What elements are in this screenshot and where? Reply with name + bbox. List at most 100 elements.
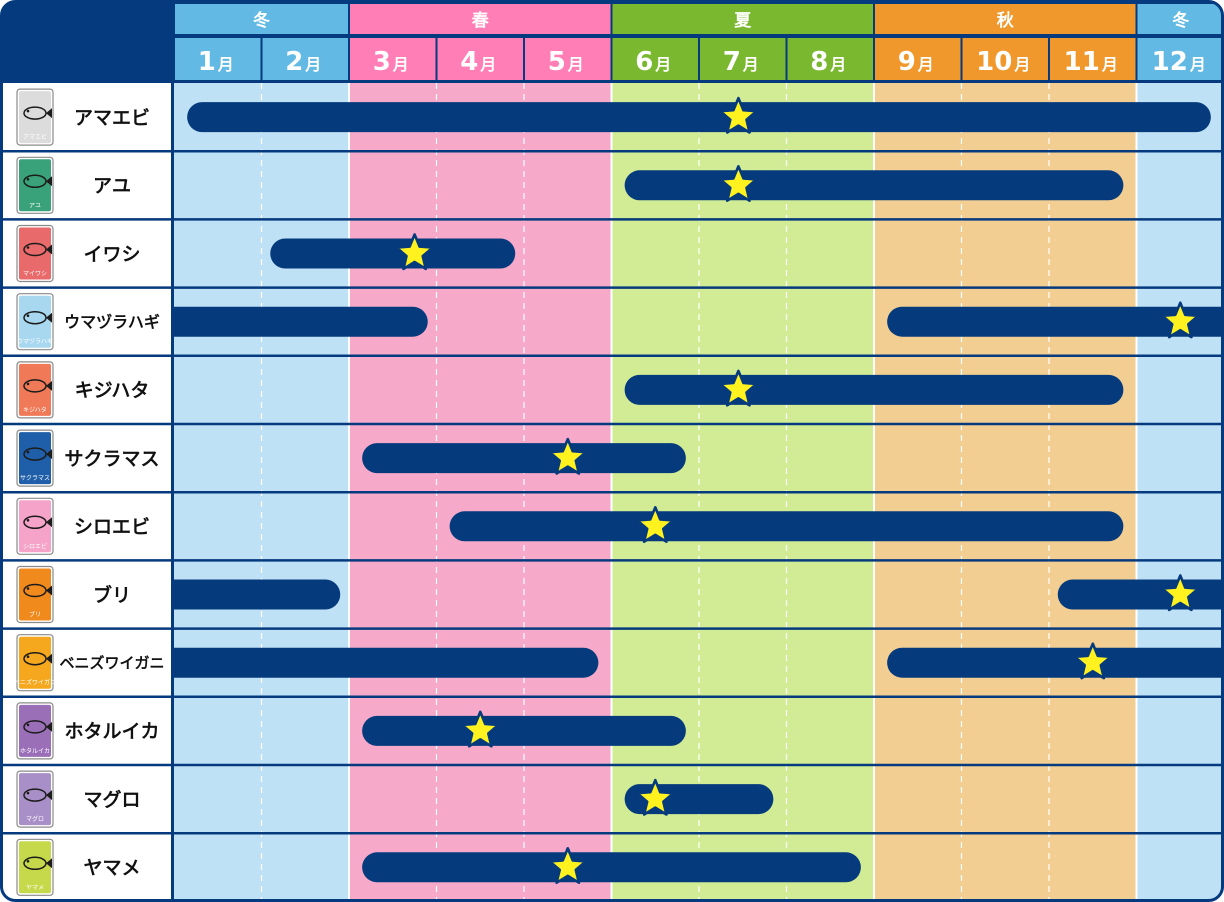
icon-eye: [26, 519, 30, 522]
fish-name-3: ウマヅラハギ: [64, 312, 160, 331]
icon-eye: [26, 587, 30, 590]
peak-star-3: [1160, 301, 1200, 339]
month-label-10: 10 月: [976, 47, 1030, 77]
icon-caption: サクラマス: [20, 475, 50, 482]
white-shrimp-icon: シロエビ: [16, 497, 54, 555]
season-label-3: 秋: [997, 10, 1015, 31]
month-number: 12: [1152, 47, 1188, 77]
icon-caption: マイワシ: [23, 271, 47, 278]
month-header-5: [525, 38, 611, 80]
cherry-salmon-icon: サクラマス: [16, 429, 54, 487]
fish-name-6: シロエビ: [74, 516, 150, 538]
fish-name-4: キジハタ: [75, 380, 150, 402]
season-bar-4-0: [624, 374, 1124, 405]
month-header-12: [1137, 38, 1222, 80]
sardine-icon: マイワシ: [16, 224, 54, 283]
month-label-11: 11 月: [1064, 47, 1118, 77]
month-unit: 月: [1101, 55, 1118, 74]
month-unit: 月: [654, 55, 671, 74]
icon-tail: [46, 176, 52, 187]
filefish-icon: ウマヅラハギ: [16, 293, 54, 351]
icon-eye: [26, 246, 30, 249]
season-bar-0-0: [187, 102, 1211, 133]
fish-name-0: アマエビ: [74, 107, 150, 129]
icon-caption: アユ: [29, 202, 41, 209]
peak-star-7: [1160, 574, 1200, 612]
month-unit: 月: [304, 55, 321, 74]
season-bar-2-0: [270, 238, 516, 269]
month-header-2: [262, 38, 348, 80]
peak-star-1: [718, 165, 758, 202]
season-header-1: [350, 4, 611, 34]
season-label-2: 夏: [734, 11, 752, 31]
icon-tail: [46, 653, 52, 664]
season-bar-9-0: [362, 715, 686, 746]
icon-eye: [26, 860, 30, 863]
month-number: 8: [810, 47, 828, 77]
peak-star-6: [635, 505, 675, 544]
peak-star-4: [718, 369, 758, 407]
sweetfish-icon: アユ: [16, 156, 54, 214]
icon-background: [19, 227, 51, 280]
month-number: 7: [723, 47, 741, 77]
header: 冬春夏秋冬1 月 2 月 3 月 4 月 5 月 6 月 7 月 8 月 9 月 10 月 11 月 12 月: [175, 4, 1222, 80]
icon-background: [19, 636, 51, 689]
season-header-2: [612, 4, 873, 34]
firefly-squid-icon: ホタルイカ: [16, 702, 54, 760]
season-bar-3-0: [174, 306, 428, 337]
month-unit: 月: [567, 55, 584, 74]
icon-eye: [26, 791, 30, 795]
month-unit: 月: [1189, 55, 1206, 74]
icon-tail: [46, 244, 52, 255]
month-header-4: [437, 38, 523, 80]
icon-caption: キジハタ: [23, 406, 47, 414]
month-header-8: [787, 38, 873, 80]
peak-star-8: [1073, 642, 1113, 680]
icon-eye: [26, 382, 30, 386]
season-header-0: [175, 4, 348, 34]
fish-name-7: ブリ: [93, 583, 131, 606]
season-label-4: 冬: [1172, 10, 1189, 31]
row-separators: [2, 149, 1222, 835]
season-label-1: 春: [472, 10, 489, 31]
peak-star-10: [635, 778, 675, 816]
masu-trout-icon: ヤマメ: [16, 838, 54, 896]
shrimp-icon: アマエビ: [16, 88, 54, 146]
month-unit: 月: [917, 55, 934, 74]
icon-eye: [26, 178, 30, 181]
icon-tail: [46, 449, 52, 460]
season-header-4: [1137, 4, 1222, 34]
icon-background: [19, 500, 51, 553]
month-header-6: [612, 38, 698, 80]
icon-background: [19, 432, 51, 485]
season-label-0: 冬: [253, 10, 270, 31]
yellowtail-icon: ブリ: [16, 565, 54, 624]
icon-tail: [46, 312, 52, 323]
peak-star-9: [460, 710, 500, 748]
month-unit: 月: [479, 55, 496, 74]
icon-eye: [26, 109, 30, 113]
month-number: 3: [373, 47, 391, 77]
month-number: 6: [635, 47, 653, 77]
icon-caption: ヤマメ: [26, 884, 44, 891]
peak-stars: [395, 96, 1200, 885]
month-unit: 月: [392, 55, 409, 74]
icon-caption: ベニズワイガニ: [14, 679, 56, 687]
icon-background: [19, 159, 51, 212]
icon-tail: [46, 380, 52, 391]
icon-background: [19, 704, 51, 757]
month-header-10: [962, 38, 1048, 80]
fish-name-1: アユ: [93, 175, 131, 197]
icon-tail: [46, 585, 52, 596]
icon-eye: [26, 450, 30, 454]
month-header-9: [875, 38, 961, 80]
icon-background: [19, 295, 51, 348]
fish-name-2: イワシ: [83, 243, 140, 265]
red-snow-crab-icon: ベニズワイガニ: [14, 634, 56, 692]
